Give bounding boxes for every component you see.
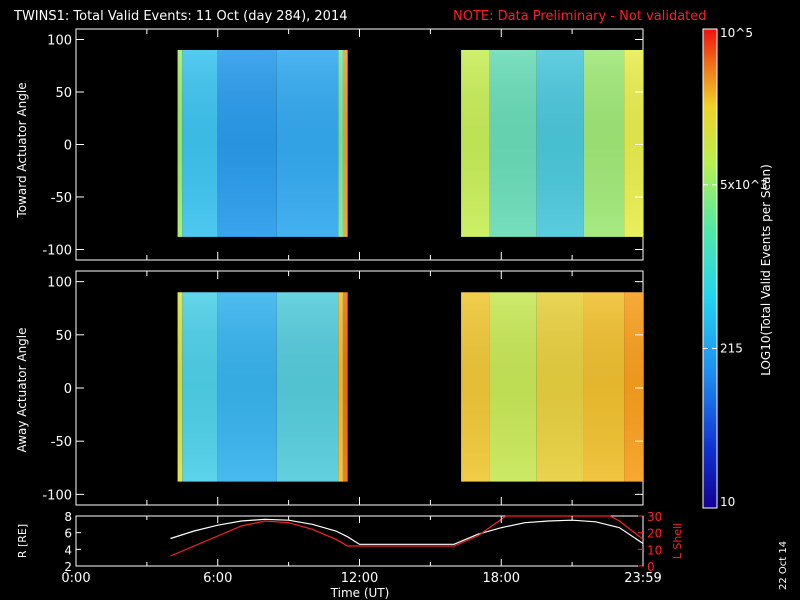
top-heatmap: 100 50 0 -50 -100 bbox=[42, 29, 644, 260]
y-tick-label: -50 bbox=[51, 435, 72, 450]
l-shell-series-line bbox=[170, 515, 644, 557]
x-tick-label: 12:00 bbox=[341, 571, 378, 586]
x-tick-label: 18:00 bbox=[483, 571, 520, 586]
colorbar bbox=[702, 28, 718, 509]
ephemeris-plot: 8 6 4 2 30 20 10 0 0:00 6:00 12:00 18:00 23:59 bbox=[61, 510, 662, 586]
date-stamp: 22 Oct 14 bbox=[778, 541, 789, 590]
colorbar-tick-label: 5x10^3 bbox=[720, 178, 768, 192]
y-tick-label-left: 2 bbox=[64, 560, 72, 574]
y-tick-label-right: 10 bbox=[647, 543, 662, 557]
colorbar-tick-label: 10 bbox=[720, 495, 735, 509]
heatmap-shading bbox=[461, 292, 643, 482]
x-axis-label: Time (UT) bbox=[330, 586, 390, 600]
r-series-line bbox=[170, 518, 644, 545]
y-tick-label: 100 bbox=[47, 34, 72, 49]
y-tick-label-left: 6 bbox=[64, 527, 72, 541]
bottom-ylabel-right: L Shell bbox=[671, 523, 684, 559]
y-tick-label: 50 bbox=[55, 329, 72, 344]
y-tick-label-left: 4 bbox=[64, 543, 72, 557]
colorbar-label: LOG10(Total Valid Events per Scan) bbox=[759, 164, 773, 376]
colorbar-tick-label: 10^5 bbox=[720, 26, 753, 40]
y-tick-label: -50 bbox=[51, 191, 72, 206]
y-tick-label-right: 0 bbox=[647, 560, 655, 574]
bottom-ylabel-left: R [RE] bbox=[16, 524, 29, 558]
y-tick-label: -100 bbox=[42, 488, 72, 503]
colorbar-tick-label: 215 bbox=[720, 341, 743, 355]
x-tick-label: 23:59 bbox=[624, 571, 661, 586]
preliminary-note: NOTE: Data Preliminary - Not validated bbox=[453, 9, 707, 24]
middle-heatmap: 100 50 0 -50 -100 bbox=[42, 271, 644, 505]
y-tick-label: 0 bbox=[64, 382, 72, 397]
top-ylabel: Toward Actuator Angle bbox=[15, 82, 29, 218]
y-tick-label: -100 bbox=[42, 244, 72, 259]
y-tick-label: 50 bbox=[55, 86, 72, 101]
y-tick-label: 0 bbox=[64, 139, 72, 154]
x-tick-label: 6:00 bbox=[203, 571, 232, 586]
y-tick-label-left: 8 bbox=[64, 510, 72, 524]
colorbar-ticks: 10^5 5x10^3 215 10 bbox=[703, 26, 768, 509]
heatmap-shading bbox=[177, 50, 348, 237]
heatmap-shading bbox=[461, 50, 643, 237]
x-tick-label: 0:00 bbox=[61, 571, 90, 586]
y-tick-label-right: 30 bbox=[647, 510, 662, 524]
y-tick-label-right: 20 bbox=[647, 527, 662, 541]
heatmap-shading bbox=[177, 292, 348, 482]
chart-title: TWINS1: Total Valid Events: 11 Oct (day … bbox=[13, 9, 348, 24]
middle-ylabel: Away Actuator Angle bbox=[15, 327, 29, 452]
panel-bottom-frame bbox=[75, 515, 644, 567]
y-tick-label: 100 bbox=[47, 276, 72, 291]
